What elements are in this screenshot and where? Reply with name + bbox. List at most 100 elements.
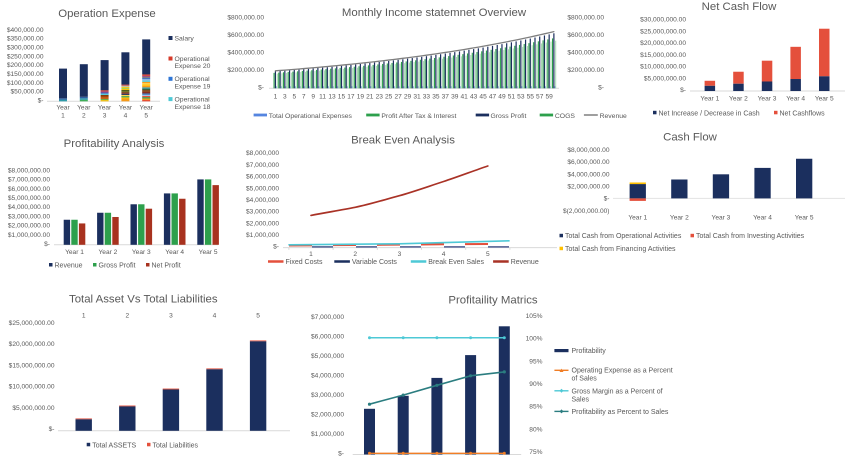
svg-text:51: 51 [508,93,516,100]
svg-text:85%: 85% [529,404,542,411]
svg-text:Break Even Analysis: Break Even Analysis [351,135,455,147]
svg-text:$20,000,000.00: $20,000,000.00 [9,341,55,348]
svg-text:$1,000,000.00: $1,000,000.00 [8,232,51,239]
svg-text:Year 3: Year 3 [758,95,777,102]
svg-text:Total Cash from Investing Acti: Total Cash from Investing Activities [696,233,805,240]
svg-text:Net Cash Flow: Net Cash Flow [702,1,777,13]
svg-text:Operating Expense as a Percent: Operating Expense as a Percent [572,368,673,375]
svg-text:$600,000.00: $600,000.00 [227,32,264,39]
svg-text:Gross Profit: Gross Profit [99,263,136,270]
svg-text:$200,000.00: $200,000.00 [7,62,44,69]
svg-text:$-: $- [44,241,50,248]
svg-text:Total Cash from Operational Ac: Total Cash from Operational Activities [565,233,682,240]
svg-text:$100,000.00: $100,000.00 [7,80,44,87]
svg-text:11: 11 [319,93,326,100]
svg-text:$25,000,000.00: $25,000,000.00 [640,28,686,35]
svg-text:$20,000,000.00: $20,000,000.00 [640,40,686,47]
svg-text:$4,000,000: $4,000,000 [311,373,344,380]
svg-text:$4,000,000.00: $4,000,000.00 [567,171,610,178]
svg-text:Year: Year [98,104,112,111]
svg-text:1: 1 [82,313,86,320]
svg-text:33: 33 [423,93,431,100]
svg-text:Year: Year [56,104,70,111]
svg-text:Salary: Salary [175,35,195,42]
svg-text:47: 47 [489,93,497,100]
svg-text:$5,000,000: $5,000,000 [311,353,344,360]
svg-text:Operational: Operational [175,76,211,83]
svg-text:$2,000,000: $2,000,000 [311,411,344,418]
svg-text:Expense 20: Expense 20 [175,63,211,70]
svg-text:25: 25 [385,93,393,100]
svg-text:Break Even Sales: Break Even Sales [428,259,484,266]
svg-text:5: 5 [486,251,490,258]
svg-text:Operation Expense: Operation Expense [58,8,156,20]
svg-text:41: 41 [461,93,469,100]
svg-text:$400,000.00: $400,000.00 [7,27,44,34]
svg-text:Profitability Analysis: Profitability Analysis [64,138,165,150]
svg-text:Total Cash from Financing Acti: Total Cash from Financing Activities [565,246,676,253]
svg-text:$-: $- [604,196,610,203]
svg-text:75%: 75% [529,449,542,456]
svg-text:$-: $- [49,426,55,433]
svg-text:Sales: Sales [572,396,590,403]
svg-text:45: 45 [479,93,487,100]
svg-text:$7,000,000: $7,000,000 [311,314,344,321]
svg-text:15: 15 [338,93,346,100]
svg-text:2: 2 [82,112,86,119]
svg-text:$6,000,000: $6,000,000 [311,334,344,341]
svg-text:Net Increase / Decrease in Cas: Net Increase / Decrease in Cash [659,111,760,118]
svg-text:2: 2 [353,251,357,258]
svg-text:of Sales: of Sales [572,376,598,383]
svg-text:COGS: COGS [555,113,575,120]
svg-text:57: 57 [536,93,544,100]
svg-text:Profitability as Percent to Sa: Profitability as Percent to Sales [572,409,669,416]
svg-text:Cash Flow: Cash Flow [663,132,718,144]
svg-text:$4,000,000.00: $4,000,000.00 [8,204,51,211]
svg-text:$400,000.00: $400,000.00 [567,49,604,56]
svg-text:Revenue: Revenue [511,259,539,266]
svg-text:Year 2: Year 2 [729,95,748,102]
svg-text:$30,000,000.00: $30,000,000.00 [640,17,686,24]
svg-text:Year: Year [119,104,133,111]
svg-text:90%: 90% [529,381,542,388]
svg-text:$1,000,000: $1,000,000 [311,431,344,438]
svg-text:35: 35 [432,93,440,100]
svg-text:$-: $- [273,244,279,251]
svg-text:Total Liabilities: Total Liabilities [153,442,199,449]
svg-text:$400,000.00: $400,000.00 [227,49,264,56]
svg-text:Year 4: Year 4 [786,95,805,102]
svg-text:$5,000,000.00: $5,000,000.00 [8,195,51,202]
svg-text:$3,000,000.00: $3,000,000.00 [8,213,51,220]
svg-text:Gross Margin as a Percent of: Gross Margin as a Percent of [572,388,663,395]
svg-text:$8,000,000.00: $8,000,000.00 [567,147,610,154]
svg-text:59: 59 [545,93,553,100]
svg-text:Year 4: Year 4 [165,249,184,256]
svg-text:$250,000.00: $250,000.00 [7,53,44,60]
svg-text:3: 3 [103,112,107,119]
svg-text:$6,000,000: $6,000,000 [246,174,279,181]
svg-text:29: 29 [404,93,412,100]
svg-text:37: 37 [442,93,450,100]
svg-text:$600,000.00: $600,000.00 [567,32,604,39]
svg-text:$150,000.00: $150,000.00 [7,71,44,78]
svg-text:$10,000,000.00: $10,000,000.00 [640,64,686,71]
svg-text:55: 55 [527,93,535,100]
svg-text:105%: 105% [526,313,543,320]
svg-text:$(2,000,000.00): $(2,000,000.00) [563,208,610,215]
svg-text:$6,000,000.00: $6,000,000.00 [8,186,51,193]
svg-text:9: 9 [311,93,315,100]
svg-text:$8,000,000.00: $8,000,000.00 [8,167,51,174]
svg-text:$200,000.00: $200,000.00 [227,67,264,74]
svg-text:3: 3 [398,251,402,258]
svg-text:$2,000,000.00: $2,000,000.00 [567,184,610,191]
svg-text:4: 4 [124,112,128,119]
svg-text:Year 1: Year 1 [65,249,84,256]
svg-text:$7,000,000: $7,000,000 [246,162,279,169]
svg-text:$5,000,000.00: $5,000,000.00 [644,75,687,82]
svg-text:$300,000.00: $300,000.00 [7,44,44,51]
svg-text:31: 31 [413,93,421,100]
svg-text:3: 3 [169,313,173,320]
svg-text:$800,000.00: $800,000.00 [567,14,604,21]
svg-text:1: 1 [61,112,65,119]
svg-text:$15,000,000.00: $15,000,000.00 [9,362,55,369]
